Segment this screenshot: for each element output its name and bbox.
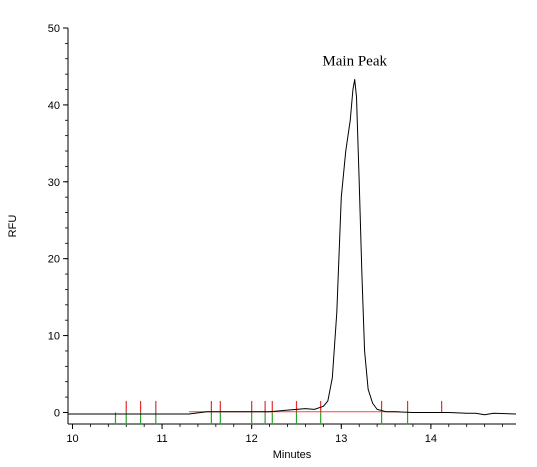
annotations: Main Peak xyxy=(322,54,387,70)
x-axis: 10 11 12 13 14 xyxy=(66,424,503,445)
x-tick-label: 11 xyxy=(156,433,167,445)
x-tick-label: 14 xyxy=(425,433,437,445)
x-axis-label: Minutes xyxy=(273,449,312,461)
y-axis: 0 10 20 30 40 50 xyxy=(48,23,68,419)
integration-marks xyxy=(114,400,443,425)
y-tick-label: 30 xyxy=(48,177,60,189)
y-tick-label: 40 xyxy=(48,100,60,112)
y-tick-label: 20 xyxy=(48,254,60,266)
x-tick-label: 10 xyxy=(66,433,78,445)
annotation-label: Main Peak xyxy=(322,54,387,70)
plot-area xyxy=(67,28,516,425)
series-layer xyxy=(68,79,517,416)
series-line-0 xyxy=(68,79,517,416)
y-tick-label: 0 xyxy=(54,407,60,419)
y-tick-label: 10 xyxy=(48,331,60,343)
x-tick-label: 12 xyxy=(246,433,258,445)
y-axis-label: RFU xyxy=(7,215,19,238)
x-tick-label: 13 xyxy=(335,433,347,445)
y-tick-label: 50 xyxy=(48,23,60,35)
